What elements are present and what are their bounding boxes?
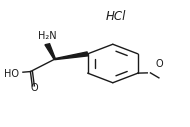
Polygon shape [55,52,88,60]
Text: O: O [30,83,38,93]
Polygon shape [45,44,55,59]
Text: O: O [156,59,163,69]
Text: HO: HO [4,69,19,79]
Text: HCl: HCl [105,10,126,23]
Text: H₂N: H₂N [38,31,57,41]
